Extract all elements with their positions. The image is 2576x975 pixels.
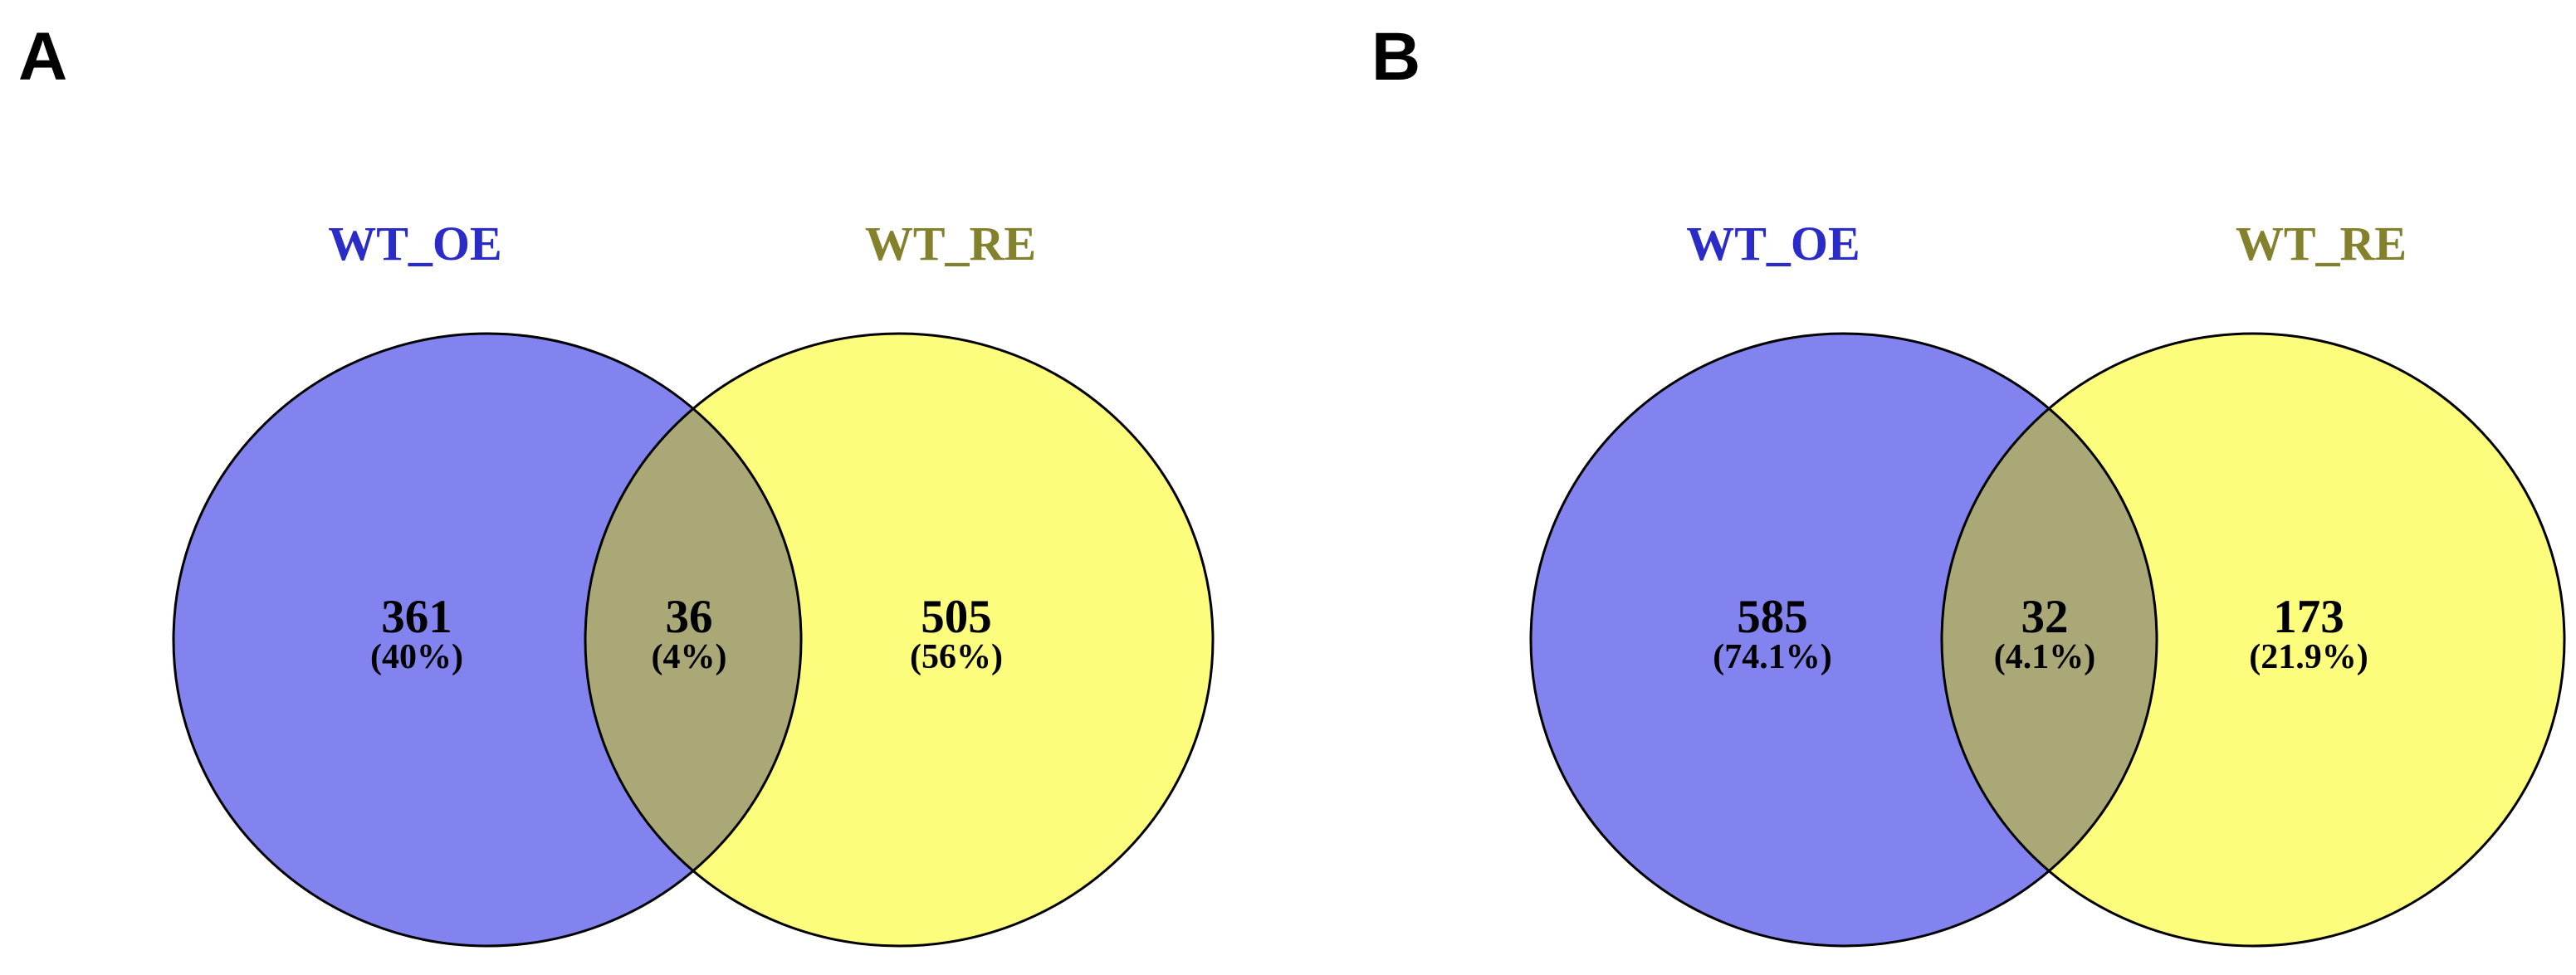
venn-a-left-percent: (40%) <box>370 638 463 676</box>
venn-diagram-b: WT_OE WT_RE 585 (74.1%) 32 (4.1%) 173 (2… <box>1529 217 2566 948</box>
venn-a-overlap-region <box>585 334 801 946</box>
venn-b-right-percent: (21.9%) <box>2249 638 2368 676</box>
venn-diagram-a: WT_OE WT_RE 361 (40%) 36 (4%) 505 (56%) <box>172 217 1215 948</box>
venn-b-left-circle-outline <box>1529 332 2158 948</box>
venn-b-right-circle-outline <box>1940 332 2566 948</box>
venn-a-overlap-percent: (4%) <box>652 638 727 676</box>
venn-a-left-circle-outline <box>172 332 803 948</box>
venn-a-overlap-count: 36 <box>666 591 713 643</box>
venn-a-left-count: 361 <box>381 591 452 643</box>
venn-a-right-percent: (56%) <box>910 638 1003 676</box>
venn-a-right-set-title: WT_RE <box>865 217 1036 271</box>
venn-b-right-count: 173 <box>2273 591 2344 643</box>
venn-a-left-set-title: WT_OE <box>328 217 502 271</box>
panel-b-label: B <box>1371 19 1421 95</box>
venn-b-left-percent: (74.1%) <box>1713 638 1831 676</box>
venn-b-overlap-region <box>1942 334 2157 946</box>
venn-b-right-set-title: WT_RE <box>2236 217 2407 271</box>
venn-a-right-circle-outline <box>584 332 1215 948</box>
venn-a-right-count: 505 <box>921 591 992 643</box>
venn-b-left-count: 585 <box>1737 591 1808 643</box>
panel-a-label: A <box>18 19 68 95</box>
venn-b-overlap-percent: (4.1%) <box>1994 638 2095 676</box>
venn-b-left-set-title: WT_OE <box>1686 217 1860 271</box>
venn-b-overlap-count: 32 <box>2021 591 2069 643</box>
